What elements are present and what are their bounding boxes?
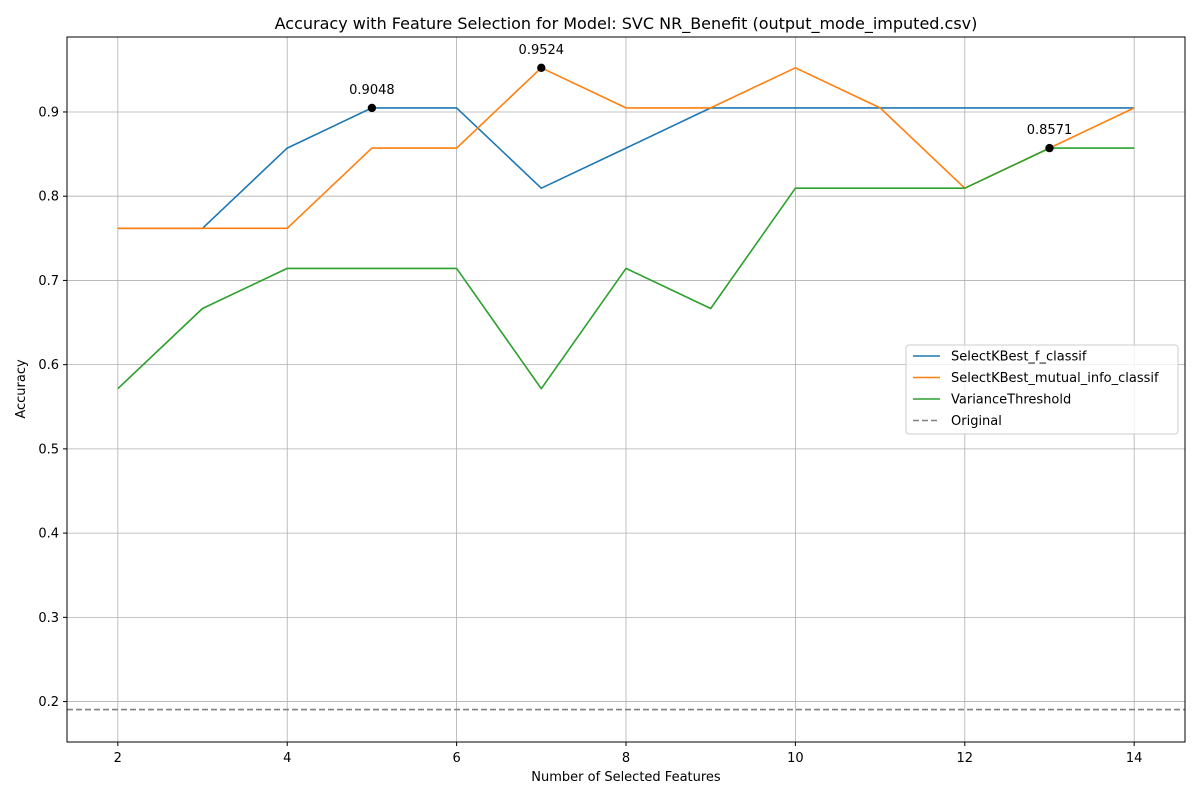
best-point-label: 0.9048 [349, 83, 395, 98]
legend-box [905, 344, 1179, 435]
legend-entry-label: Original [951, 414, 1002, 429]
best-point-label: 0.8571 [1027, 123, 1073, 138]
x-tick-label: 8 [622, 751, 630, 766]
x-tick-label: 4 [283, 751, 291, 766]
y-axis-label: Accuracy [14, 359, 29, 419]
legend-entry-label: SelectKBest_f_classif [951, 350, 1087, 365]
x-tick-label: 2 [114, 751, 122, 766]
x-axis-label: Number of Selected Features [531, 770, 721, 785]
legend-entry-label: SelectKBest_mutual_info_classif [951, 371, 1159, 386]
series-line-SelectKBest_f_classif [117, 107, 1135, 230]
x-tick-label: 12 [957, 751, 974, 766]
best-point-marker [1045, 143, 1054, 153]
y-tick-label: 0.6 [38, 358, 59, 373]
x-axis-ticks: 2 4 6 8 10 12 14 [114, 742, 1143, 766]
best-point-label: 0.9524 [519, 43, 565, 58]
y-tick-label: 0.5 [38, 442, 59, 457]
y-tick-label: 0.7 [38, 274, 59, 289]
series-line-VarianceThreshold [117, 147, 1135, 390]
best-point-marker [367, 103, 377, 113]
y-tick-label: 0.8 [38, 190, 59, 205]
chart-title: Accuracy with Feature Selection for Mode… [275, 14, 978, 34]
series-lines [117, 67, 1135, 390]
best-point-marker [537, 63, 546, 73]
legend: SelectKBest_f_classif SelectKBest_mutual_… [905, 344, 1179, 435]
y-tick-label: 0.3 [38, 611, 59, 626]
y-tick-label: 0.9 [38, 105, 59, 120]
y-axis-ticks: 0.2 0.3 0.4 0.5 0.6 0.7 0.8 0.9 [38, 105, 67, 710]
annotation-markers: 0.9048 0.9524 0.8571 [349, 43, 1073, 153]
x-tick-label: 6 [452, 751, 460, 766]
legend-entry-label: VarianceThreshold [951, 393, 1071, 408]
x-tick-label: 10 [787, 751, 804, 766]
x-tick-label: 14 [1126, 751, 1143, 766]
y-tick-label: 0.4 [38, 527, 59, 542]
y-tick-label: 0.2 [38, 695, 59, 710]
